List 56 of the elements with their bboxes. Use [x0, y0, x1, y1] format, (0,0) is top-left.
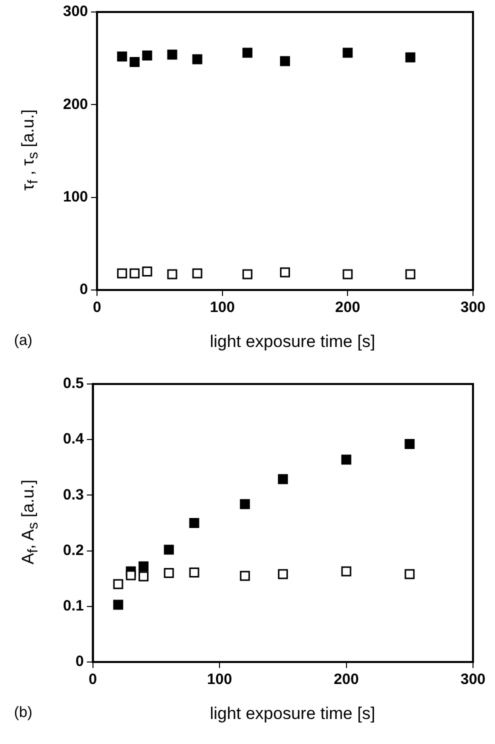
y-tick-label: 0 — [80, 281, 88, 298]
point — [240, 570, 250, 581]
y-tick-label: 100 — [62, 188, 88, 206]
point — [405, 269, 416, 280]
point — [240, 499, 250, 510]
text: (a) — [14, 332, 32, 349]
point — [280, 56, 290, 66]
x-tick-label: 100 — [207, 671, 232, 688]
text: (b) — [14, 704, 32, 721]
x-axis-title: light exposure time [s] — [210, 704, 376, 723]
y-tick-label: 0.5 — [62, 375, 84, 392]
point — [130, 57, 140, 68]
point — [341, 454, 352, 465]
point — [404, 569, 415, 580]
point — [126, 570, 136, 580]
point — [242, 48, 252, 58]
point — [242, 269, 252, 280]
x-tick-label: 300 — [460, 671, 486, 688]
y-tick-label: 0.3 — [62, 486, 84, 504]
y-tick-label: 300 — [62, 3, 88, 20]
point — [130, 268, 140, 278]
point — [192, 54, 202, 64]
point — [138, 561, 149, 572]
point — [192, 268, 202, 278]
point — [342, 48, 353, 58]
point — [142, 50, 152, 61]
point — [278, 474, 288, 484]
x-tick-label: 100 — [210, 299, 235, 316]
x-tick-label: 200 — [334, 671, 359, 688]
y-tick-label: 0 — [76, 653, 84, 670]
point — [113, 579, 124, 590]
point — [167, 269, 178, 280]
point — [167, 50, 178, 60]
x-tick-label: 200 — [335, 299, 360, 316]
y-tick-label: 200 — [62, 96, 88, 113]
point — [405, 52, 416, 62]
point — [341, 566, 352, 576]
point — [189, 518, 200, 528]
point — [280, 267, 290, 278]
point — [189, 567, 200, 578]
y-tick-label: 0.1 — [62, 598, 84, 615]
point — [164, 544, 174, 555]
point — [117, 268, 128, 278]
y-tick-label: 0.4 — [62, 430, 84, 448]
y-tick-label: 0.2 — [62, 542, 84, 559]
point — [164, 568, 174, 578]
point — [113, 600, 124, 610]
point — [138, 571, 149, 582]
point — [278, 569, 288, 580]
point — [142, 266, 152, 276]
x-axis-title: light exposure time [s] — [210, 332, 376, 351]
x-tick-label: 300 — [460, 299, 486, 316]
x-tick-label: 0 — [92, 299, 102, 316]
point — [342, 269, 353, 280]
point — [117, 51, 128, 62]
point — [404, 439, 415, 450]
